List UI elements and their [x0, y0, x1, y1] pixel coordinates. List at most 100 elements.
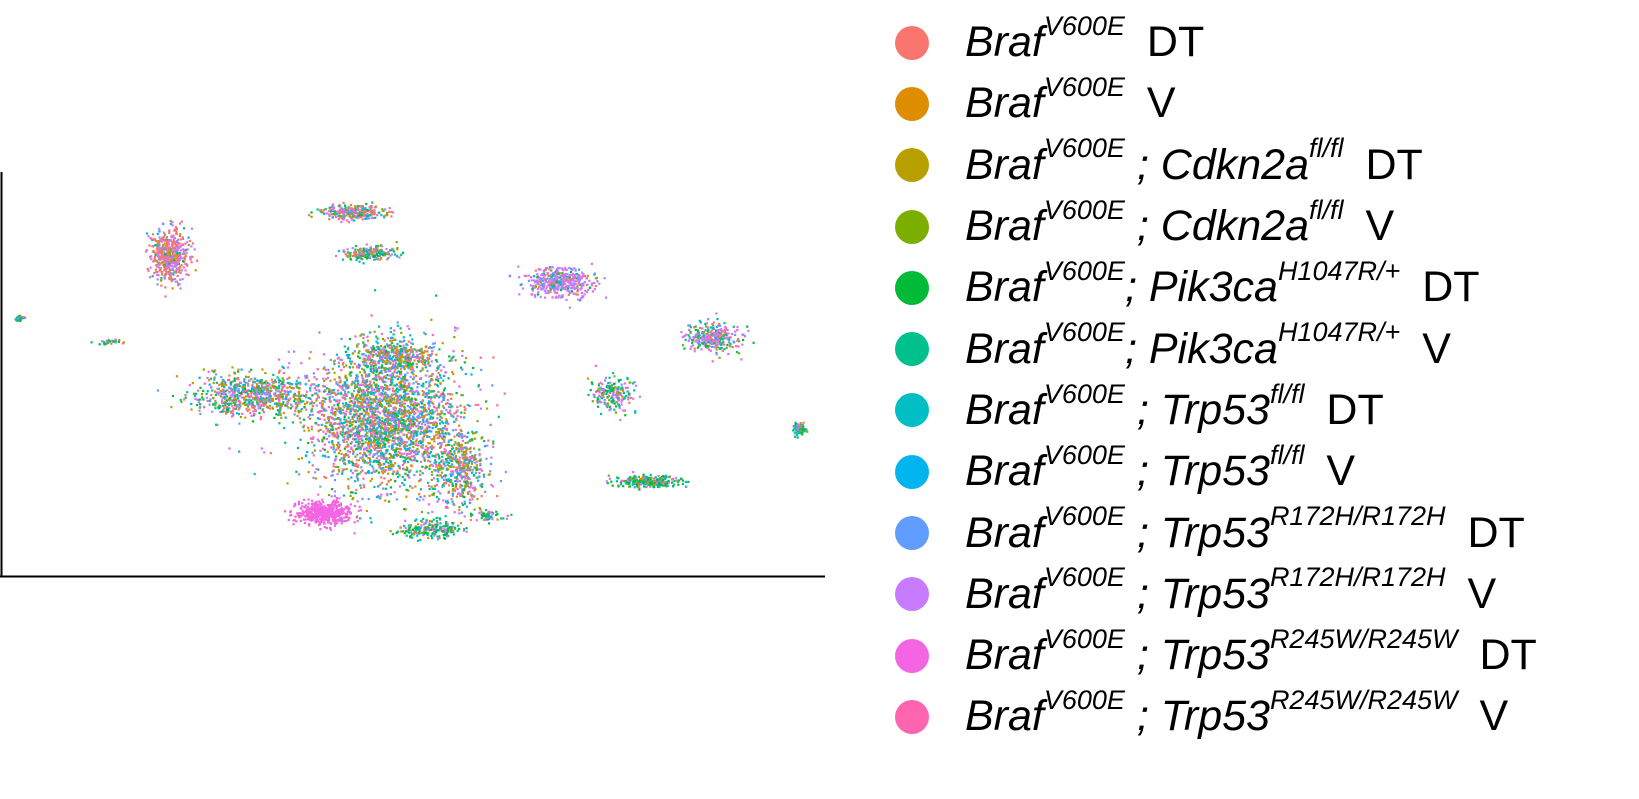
scatter-point: [384, 375, 387, 378]
scatter-point: [245, 398, 248, 401]
scatter-point: [237, 384, 240, 387]
scatter-point: [437, 490, 440, 493]
scatter-point: [419, 495, 422, 499]
scatter-point: [314, 515, 317, 518]
scatter-point: [436, 383, 439, 386]
scatter-point: [368, 382, 371, 385]
scatter-point: [388, 388, 391, 391]
scatter-point: [387, 424, 390, 427]
scatter-point: [330, 389, 333, 392]
scatter-point: [409, 350, 412, 353]
scatter-point: [321, 454, 324, 457]
scatter-point: [307, 514, 310, 517]
scatter-point: [384, 366, 387, 370]
scatter-point: [427, 353, 430, 356]
scatter-point: [460, 511, 464, 514]
scatter-point: [399, 388, 402, 391]
scatter-point: [398, 385, 401, 388]
scatter-point: [375, 452, 379, 455]
scatter-point: [354, 384, 357, 387]
scatter-point: [456, 415, 459, 418]
scatter-point: [460, 443, 463, 447]
scatter-point: [450, 474, 453, 477]
scatter-point: [460, 477, 463, 480]
scatter-point: [365, 446, 368, 449]
scatter-point: [447, 468, 450, 471]
scatter-point: [368, 362, 371, 365]
scatter-point: [435, 369, 438, 372]
scatter-point: [456, 488, 459, 491]
scatter-point: [262, 386, 265, 389]
scatter-point: [399, 526, 402, 529]
scatter-point: [422, 530, 425, 533]
scatter-point: [273, 385, 276, 388]
scatter-point: [372, 359, 375, 363]
scatter-point: [388, 418, 391, 421]
scatter-point: [491, 384, 494, 387]
scatter-point: [345, 424, 348, 427]
scatter-point: [264, 403, 267, 406]
scatter-point: [363, 393, 366, 396]
scatter-point: [395, 455, 399, 458]
scatter-point: [417, 444, 420, 447]
scatter-point: [383, 406, 386, 409]
scatter-point: [347, 487, 350, 490]
scatter-point: [377, 346, 380, 349]
scatter-point: [388, 358, 392, 361]
scatter-point: [308, 461, 311, 464]
scatter-point: [194, 394, 197, 397]
scatter-point: [427, 357, 430, 360]
scatter-point: [410, 430, 413, 434]
scatter-point: [175, 375, 178, 378]
scatter-point: [266, 406, 270, 409]
scatter-point: [252, 381, 255, 384]
scatter-point: [437, 432, 440, 435]
scatter-point: [402, 376, 405, 379]
scatter-point: [403, 385, 406, 388]
scatter-point: [455, 458, 458, 461]
scatter-point: [431, 350, 434, 353]
scatter-point: [211, 389, 214, 392]
scatter-point: [304, 504, 307, 507]
scatter-point: [352, 450, 355, 453]
scatter-point: [423, 527, 426, 530]
scatter-point: [397, 425, 400, 428]
scatter-point: [260, 415, 263, 418]
scatter-point: [419, 430, 422, 433]
scatter-point: [351, 380, 354, 383]
scatter-point: [353, 532, 356, 535]
scatter-point: [453, 443, 456, 446]
scatter-point: [238, 385, 241, 388]
scatter-point: [373, 439, 376, 442]
scatter-point: [241, 412, 244, 415]
scatter-point: [471, 430, 474, 433]
scatter-point: [257, 392, 260, 395]
scatter-point: [429, 450, 432, 454]
scatter-point: [357, 425, 360, 428]
scatter-point: [239, 392, 243, 395]
scatter-point: [341, 472, 344, 475]
scatter-point: [309, 402, 312, 405]
scatter-point: [478, 468, 481, 471]
scatter-point: [198, 398, 201, 401]
scatter-point: [332, 444, 335, 447]
scatter-point: [259, 395, 262, 398]
scatter-point: [373, 410, 376, 414]
scatter-point: [382, 389, 385, 392]
scatter-point: [370, 351, 373, 354]
scatter-point: [390, 367, 393, 370]
scatter-point: [429, 422, 433, 425]
scatter-point: [433, 524, 436, 527]
scatter-point: [437, 498, 440, 501]
scatter-point: [434, 456, 437, 459]
scatter-point: [260, 403, 263, 406]
scatter-point: [444, 464, 447, 468]
scatter-point: [387, 429, 390, 432]
scatter-point: [327, 510, 330, 513]
scatter-point: [476, 420, 479, 423]
scatter-point: [392, 401, 395, 404]
scatter-point: [438, 348, 441, 351]
scatter-point: [297, 400, 300, 403]
scatter-point: [286, 381, 289, 385]
scatter-point: [400, 340, 404, 343]
